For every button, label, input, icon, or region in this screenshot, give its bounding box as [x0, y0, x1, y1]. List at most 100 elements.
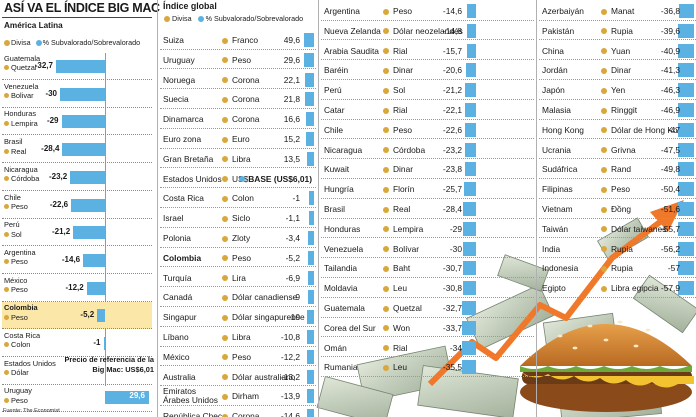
country-label: Argentina: [4, 247, 36, 257]
country-label: Guatemala: [4, 54, 41, 63]
bar: [307, 310, 314, 325]
currency-label: Manat: [601, 6, 634, 16]
bar: [678, 23, 694, 38]
country-label: Estados Unidos: [4, 358, 56, 368]
country-label: Canadá: [163, 292, 193, 303]
data-label: -14,8: [442, 25, 462, 36]
bar: [678, 162, 694, 177]
currency-label: Rand: [601, 164, 631, 174]
table-row: Tailandia Baht -30,7: [321, 259, 534, 278]
table-row: Perú Sol -21,2: [321, 81, 534, 100]
country-label: Polonia: [163, 233, 191, 243]
latam-row-names: Costa Rica Colon: [4, 331, 40, 350]
country-label: Taiwán: [542, 223, 569, 234]
country-label: Uruguay: [4, 386, 32, 396]
table-row: Líbano Libra -10,8: [160, 328, 316, 347]
bar: [306, 409, 314, 417]
currency-label: Peso: [383, 125, 412, 135]
data-label: -3,4: [285, 233, 300, 243]
currency-label: Siclo: [222, 213, 250, 223]
data-label: -49,8: [660, 164, 680, 175]
country-label: Australia: [163, 371, 196, 382]
table-row: Hungría Florín -25,7: [321, 180, 534, 199]
row-separator: [2, 106, 152, 108]
currency-label: Dólar singapurense: [222, 312, 305, 322]
table-row: Sudáfrica Rand -49,8: [539, 160, 696, 179]
data-label: -22,6: [442, 124, 462, 135]
row-separator: [2, 189, 152, 191]
data-label: -5,2: [80, 310, 95, 320]
data-label: -51,6: [660, 204, 680, 214]
latam-row-names: Guatemala Quetzal: [4, 54, 40, 73]
bar: [304, 52, 314, 67]
data-label: -23,2: [48, 171, 68, 181]
latam-row: Perú Sol -21,2: [2, 219, 152, 247]
bar: [465, 103, 476, 117]
table-row: Catar Rial -22,1: [321, 101, 534, 120]
currency-label: Yuan: [601, 46, 630, 56]
data-label: -40,9: [660, 45, 680, 56]
source-note: Fuente: The Economist: [3, 408, 60, 414]
bar: [304, 33, 314, 47]
table-row: Indonesia Rupia -57: [539, 259, 696, 278]
bar: [60, 87, 105, 101]
country-label: Turquía: [163, 272, 192, 283]
country-label: Colombia: [4, 303, 38, 313]
currency-label: Dólar neozelandés: [383, 26, 463, 36]
table-row: Baréin Dinar -20,6: [321, 61, 534, 80]
currency-label: Đồng: [601, 204, 631, 214]
latam-row: Estados Unidos Dólar: [2, 358, 152, 385]
data-label: -13,2: [280, 371, 300, 382]
bar: [464, 142, 476, 157]
bar: [463, 241, 476, 256]
country-label: India: [542, 243, 561, 254]
country-label: Venezuela: [4, 81, 39, 91]
country-label: Estados Unidos: [163, 173, 222, 184]
table-row: República Checa Corona -14,6: [160, 407, 316, 417]
country-label: Suiza: [163, 35, 184, 45]
data-label: -34: [449, 342, 462, 353]
data-label: -30: [449, 243, 462, 254]
bar: [466, 43, 476, 58]
column-divider: [157, 0, 158, 417]
country-label: Pakistán: [542, 25, 575, 36]
table-row: Noruega Corona 22,1: [160, 71, 316, 90]
currency-label: Peso: [383, 6, 412, 16]
country-label: Chile: [4, 192, 21, 202]
bar: [678, 182, 694, 197]
country-label: Corea del Sur: [324, 322, 376, 333]
table-row: Costa Rica Colon -1: [160, 189, 316, 208]
country-label: Costa Rica: [163, 193, 204, 204]
table-row: Pakistán Rupia -39,6: [539, 22, 696, 41]
bar: [464, 162, 476, 177]
data-label: -1: [93, 338, 101, 347]
table-row: Estados Unidos US$ BASE (US$6,01): [160, 170, 316, 189]
currency-label: Peso: [222, 352, 251, 362]
column-divider: [318, 0, 319, 417]
country-label: Moldavia: [324, 283, 358, 294]
data-label: -32,7: [34, 61, 53, 70]
table-row: Jordán Dinar -41,3: [539, 61, 696, 80]
currency-label: Yen: [601, 85, 625, 95]
latam-subtitle: América Latina: [4, 21, 63, 30]
bar: [62, 143, 105, 157]
table-row: Canadá Dólar canadiense -9: [160, 288, 316, 307]
country-label: Ucrania: [542, 144, 571, 155]
data-label: -22,1: [442, 105, 462, 115]
bar: [86, 281, 105, 295]
data-label: -55,7: [660, 223, 680, 234]
bar: [308, 250, 314, 265]
latam-row: Honduras Lempira -29: [2, 108, 152, 136]
bar: [461, 360, 476, 375]
country-label: Azerbaiyán: [542, 6, 584, 16]
country-label: México: [4, 275, 28, 285]
table-row: Omán Rial -34: [321, 339, 534, 358]
table-row: Polonia Zloty -3,4: [160, 229, 316, 248]
table-row: Corea del Sur Won -33,7: [321, 319, 534, 338]
country-label: México: [163, 351, 190, 362]
table-row: Malasia Ringgit -46,9: [539, 101, 696, 120]
bar: [678, 221, 694, 236]
currency-label: Rupia: [601, 244, 633, 254]
data-label: -6,9: [285, 272, 300, 283]
global-title: Índice global: [163, 1, 217, 11]
